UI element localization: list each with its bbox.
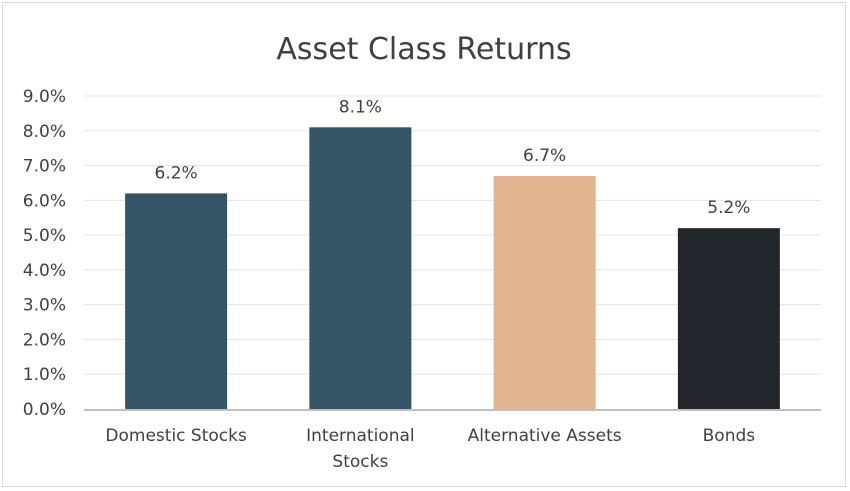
x-category-label: International Stocks: [306, 426, 415, 472]
data-label: 5.2%: [707, 198, 750, 218]
bars: [125, 127, 780, 410]
x-category-label: Alternative Assets: [468, 426, 622, 446]
y-tick-label: 4.0%: [23, 261, 66, 281]
x-category-label: Domestic Stocks: [105, 426, 247, 446]
y-tick-label: 2.0%: [23, 330, 66, 350]
bar-chart: Asset Class Returns 0.0% 1.0% 2.0% 3.0% 4.0%…: [23, 32, 821, 472]
data-label: 6.7%: [523, 146, 566, 166]
bar-alternative-assets: [493, 175, 596, 409]
data-label: 6.2%: [155, 163, 198, 183]
y-tick-label: 7.0%: [23, 157, 66, 177]
y-tick-label: 0.0%: [23, 400, 66, 420]
y-axis-tick-labels: 0.0% 1.0% 2.0% 3.0% 4.0% 5.0% 6.0% 7.0% 8.0% 9.0%: [23, 87, 66, 420]
y-tick-label: 5.0%: [23, 226, 66, 246]
x-category-label: Bonds: [703, 426, 756, 446]
bar-domestic-stocks: [125, 193, 228, 409]
y-tick-label: 8.0%: [23, 122, 66, 142]
data-labels: 6.2% 8.1% 6.7% 5.2%: [155, 97, 751, 218]
y-tick-label: 1.0%: [23, 365, 66, 385]
chart-title: Asset Class Returns: [276, 32, 571, 67]
y-tick-label: 9.0%: [23, 87, 66, 107]
data-label: 8.1%: [339, 97, 382, 117]
bar-bonds: [677, 228, 780, 409]
y-tick-label: 6.0%: [23, 191, 66, 211]
bar-international-stocks: [309, 127, 412, 410]
y-tick-label: 3.0%: [23, 296, 66, 316]
x-axis-category-labels: Domestic Stocks International Stocks Altern…: [105, 426, 755, 472]
